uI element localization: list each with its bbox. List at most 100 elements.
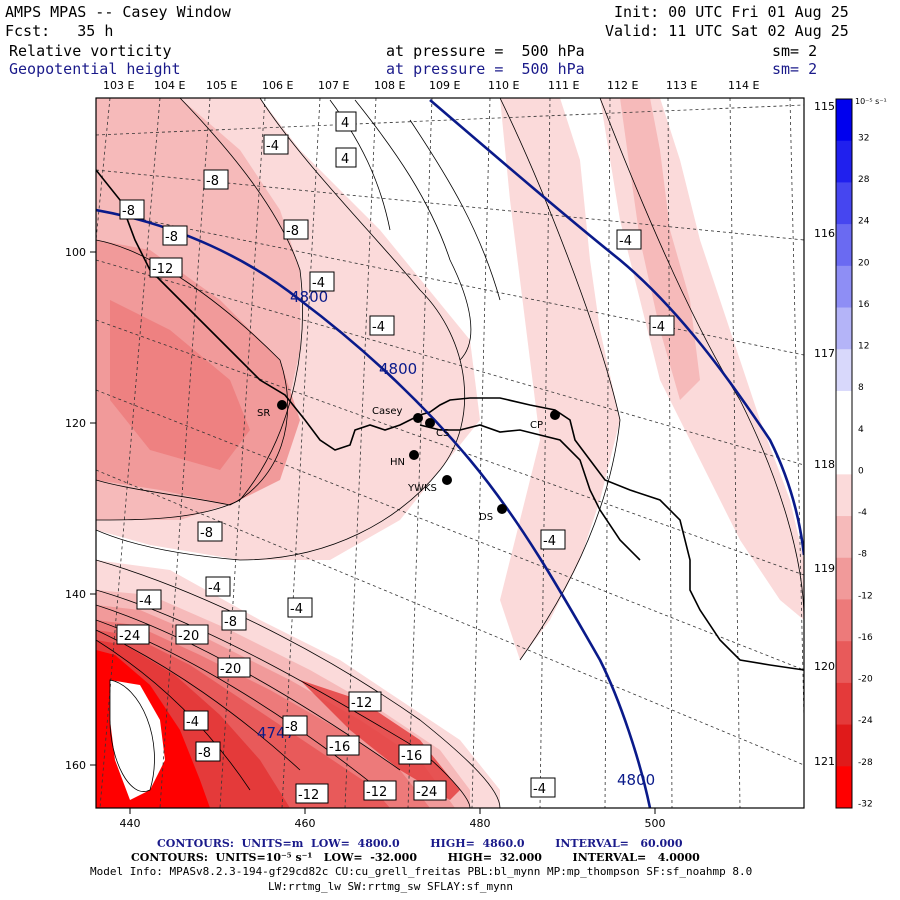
vort-label: -4 — [205, 576, 231, 597]
svg-text:-4: -4 — [186, 715, 199, 730]
station-label-casey: Casey — [372, 406, 402, 417]
lon-label: 111 E — [548, 79, 580, 92]
colorbar-label: 32 — [858, 133, 869, 143]
station-label-cs: CS — [436, 428, 449, 439]
plot-title: AMPS MPAS -- Casey Window — [5, 3, 231, 21]
colorbar-swatch — [836, 766, 852, 809]
vorticity-labels: 4 4 -4 -8 -8 -8 -8 -12 -4 -4 -4 -4 -4 -4… — [116, 111, 675, 804]
vort-label: -4 — [309, 271, 335, 292]
vort-label: 4 — [335, 111, 357, 132]
svg-text:-4: -4 — [208, 581, 221, 596]
footer-contours-height: CONTOURS: UNITS=m LOW= 4800.0 HIGH= 4860… — [157, 837, 683, 850]
colorbar-frame — [835, 98, 853, 809]
lon-label: 104 E — [154, 79, 186, 92]
colorbar-swatch — [836, 99, 852, 142]
lon-label: 108 E — [374, 79, 406, 92]
vort-label: -12 — [348, 691, 382, 712]
vort-label: -4 — [263, 134, 289, 155]
station-label-ds: DS — [479, 512, 493, 523]
y-tick-label: 160 — [65, 759, 86, 772]
vort-label: -4 — [136, 589, 162, 610]
vort-label: -20 — [217, 657, 251, 678]
svg-text:-4: -4 — [290, 602, 303, 617]
colorbar-swatch — [836, 265, 852, 309]
colorbar-swatch — [836, 641, 852, 684]
colorbar-swatch — [836, 724, 852, 767]
field2-smoothing: sm= 2 — [772, 60, 818, 78]
svg-text:-12: -12 — [366, 785, 387, 800]
vort-label: -4 — [369, 315, 395, 336]
svg-text:-12: -12 — [152, 262, 173, 277]
vort-label: 4 — [335, 147, 357, 168]
height-labels: 4800 4800 4800 4747 — [257, 288, 655, 789]
axis-ticks — [90, 251, 656, 814]
lon-label: 113 E — [666, 79, 698, 92]
x-tick-label: 440 — [120, 817, 141, 830]
station-dot-sr — [277, 400, 287, 410]
colorbar-label: -24 — [858, 716, 873, 726]
field1-name: Relative vorticity — [9, 42, 172, 60]
height-label: 4800 — [617, 771, 655, 789]
colorbar-swatch — [836, 224, 852, 267]
field1-smoothing: sm= 2 — [772, 42, 818, 60]
station-label-sr: SR — [257, 408, 270, 419]
svg-text:-24: -24 — [119, 629, 140, 644]
vort-label: -12 — [295, 783, 329, 804]
footer-model-info-2: LW:rrtmg_lw SW:rrtmg_sw SFLAY:sf_mynn — [268, 880, 514, 893]
colorbar-label: 4 — [858, 425, 864, 435]
vort-label: -24 — [116, 624, 150, 645]
colorbar-swatch — [836, 307, 852, 350]
geopotential-contours — [96, 99, 804, 808]
svg-text:-4: -4 — [266, 139, 279, 154]
colorbar-swatch — [836, 140, 852, 183]
svg-text:-8: -8 — [285, 720, 298, 735]
forecast-hour: Fcst: 35 h — [5, 22, 114, 40]
svg-text:-8: -8 — [122, 204, 135, 219]
map-frame — [95, 97, 805, 809]
svg-text:-16: -16 — [401, 749, 422, 764]
lon-label: 105 E — [206, 79, 238, 92]
colorbar-swatch — [836, 516, 852, 559]
vort-label: -8 — [119, 199, 145, 220]
lon-label: 109 E — [429, 79, 461, 92]
colorbar-label: -8 — [858, 550, 867, 560]
colorbar-label: -4 — [858, 508, 867, 518]
vort-label: -8 — [221, 610, 247, 631]
footer-model-info: Model Info: MPASv8.2.3-194-gf29cd82c CU:… — [90, 865, 753, 878]
svg-text:-12: -12 — [298, 788, 319, 803]
vort-label: -8 — [203, 169, 229, 190]
colorbar-swatch — [836, 599, 852, 642]
svg-text:-8: -8 — [224, 615, 237, 630]
vort-label: -8 — [162, 225, 188, 246]
svg-text:-24: -24 — [416, 785, 437, 800]
colorbar-swatch — [836, 474, 852, 517]
colorbar-unit: 10⁻⁵ s⁻¹ — [855, 97, 887, 106]
svg-text:-4: -4 — [543, 534, 556, 549]
vort-label: -20 — [175, 624, 209, 645]
valid-time: Valid: 11 UTC Sat 02 Aug 25 — [605, 22, 849, 40]
svg-text:-4: -4 — [619, 234, 632, 249]
svg-text:-4: -4 — [312, 276, 325, 291]
x-tick-label: 460 — [295, 817, 316, 830]
x-axis-labels: 440 460 480 500 — [120, 817, 666, 830]
vort-label: -12 — [363, 780, 397, 801]
vort-label: -16 — [398, 744, 432, 765]
vort-label: -12 — [149, 257, 183, 278]
colorbar-label: -28 — [858, 758, 873, 768]
colorbar-label: 8 — [858, 383, 864, 393]
lon-label: 114 E — [728, 79, 760, 92]
station-label-hn: HN — [390, 457, 405, 468]
lon-label: 107 E — [318, 79, 350, 92]
colorbar-label: 20 — [858, 258, 870, 268]
vort-label: -8 — [195, 741, 221, 762]
svg-text:-8: -8 — [286, 224, 299, 239]
init-time: Init: 00 UTC Fri 01 Aug 25 — [614, 3, 849, 21]
colorbar-label: -16 — [858, 633, 873, 643]
colorbar-swatch — [836, 182, 852, 225]
colorbar-label: 16 — [858, 300, 870, 310]
colorbar-label: -12 — [858, 591, 873, 601]
height-label: 4800 — [290, 288, 328, 306]
svg-text:-8: -8 — [206, 174, 219, 189]
station-markers: SR Casey CS CP HN YWKS DS — [257, 400, 560, 523]
